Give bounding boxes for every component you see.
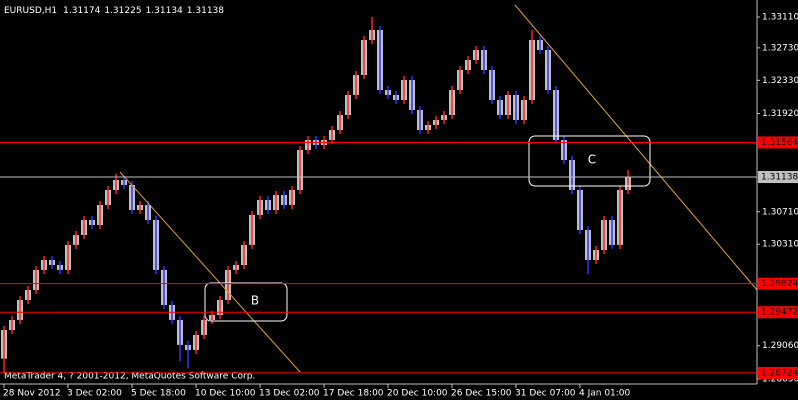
level-label: 1.31138 <box>761 173 798 183</box>
level-label-box <box>758 306 798 319</box>
y-tick-label: 1.32330 <box>762 76 798 86</box>
level-label-box <box>758 277 798 290</box>
y-tick-label: 1.29060 <box>762 341 798 351</box>
level-label: 1.31564 <box>761 138 798 148</box>
x-tick-label: 5 Dec 18:00 <box>131 389 186 399</box>
y-tick-label: 1.31920 <box>762 109 798 119</box>
footer: MetaTrader 4, ? 2001-2012, MetaQuotes So… <box>4 372 255 382</box>
x-tick-label: 26 Dec 15:00 <box>451 389 512 399</box>
x-tick-label: 20 Dec 10:00 <box>387 389 448 399</box>
y-tick-label: 1.30310 <box>762 240 798 250</box>
annotation-label: B <box>251 294 259 308</box>
annotation-box <box>528 135 651 187</box>
x-tick-label: 28 Nov 2012 <box>3 389 61 399</box>
y-tick-label: 1.32730 <box>762 43 798 53</box>
plot-area <box>1 16 631 374</box>
level-label-box <box>758 136 798 149</box>
trend-line <box>119 171 301 373</box>
level-label: 1.29824 <box>761 279 798 289</box>
x-tick-label: 17 Dec 18:00 <box>323 389 384 399</box>
x-tick-label: 10 Dec 10:00 <box>195 389 256 399</box>
chart-title: EURUSD,H1 1.31174 1.31225 1.31134 1.31138 <box>4 6 224 16</box>
trend-line <box>514 4 758 291</box>
header-value: 1.31134 <box>146 6 183 16</box>
x-tick-label: 3 Dec 02:00 <box>67 389 122 399</box>
header-value: 1.31138 <box>187 6 224 16</box>
x-tick-label: 13 Dec 02:00 <box>259 389 320 399</box>
annotation-label: C <box>588 153 596 167</box>
y-tick-label: 1.33110 <box>762 12 798 22</box>
header-value: 1.31174 <box>63 6 100 16</box>
level-label-box <box>758 171 798 184</box>
symbol: EURUSD,H1 <box>4 6 57 16</box>
x-tick-label: 31 Dec 07:00 <box>515 389 576 399</box>
annotation-box <box>204 282 288 322</box>
level-label: 1.29472 <box>761 308 798 318</box>
level-label: 1.28724 <box>761 368 798 378</box>
y-tick-label: 1.28650 <box>762 374 798 384</box>
x-tick-label: 4 Jan 01:00 <box>579 389 631 399</box>
y-tick-label: 1.30710 <box>762 207 798 217</box>
level-label-box <box>758 366 798 379</box>
header-value: 1.31225 <box>104 6 141 16</box>
